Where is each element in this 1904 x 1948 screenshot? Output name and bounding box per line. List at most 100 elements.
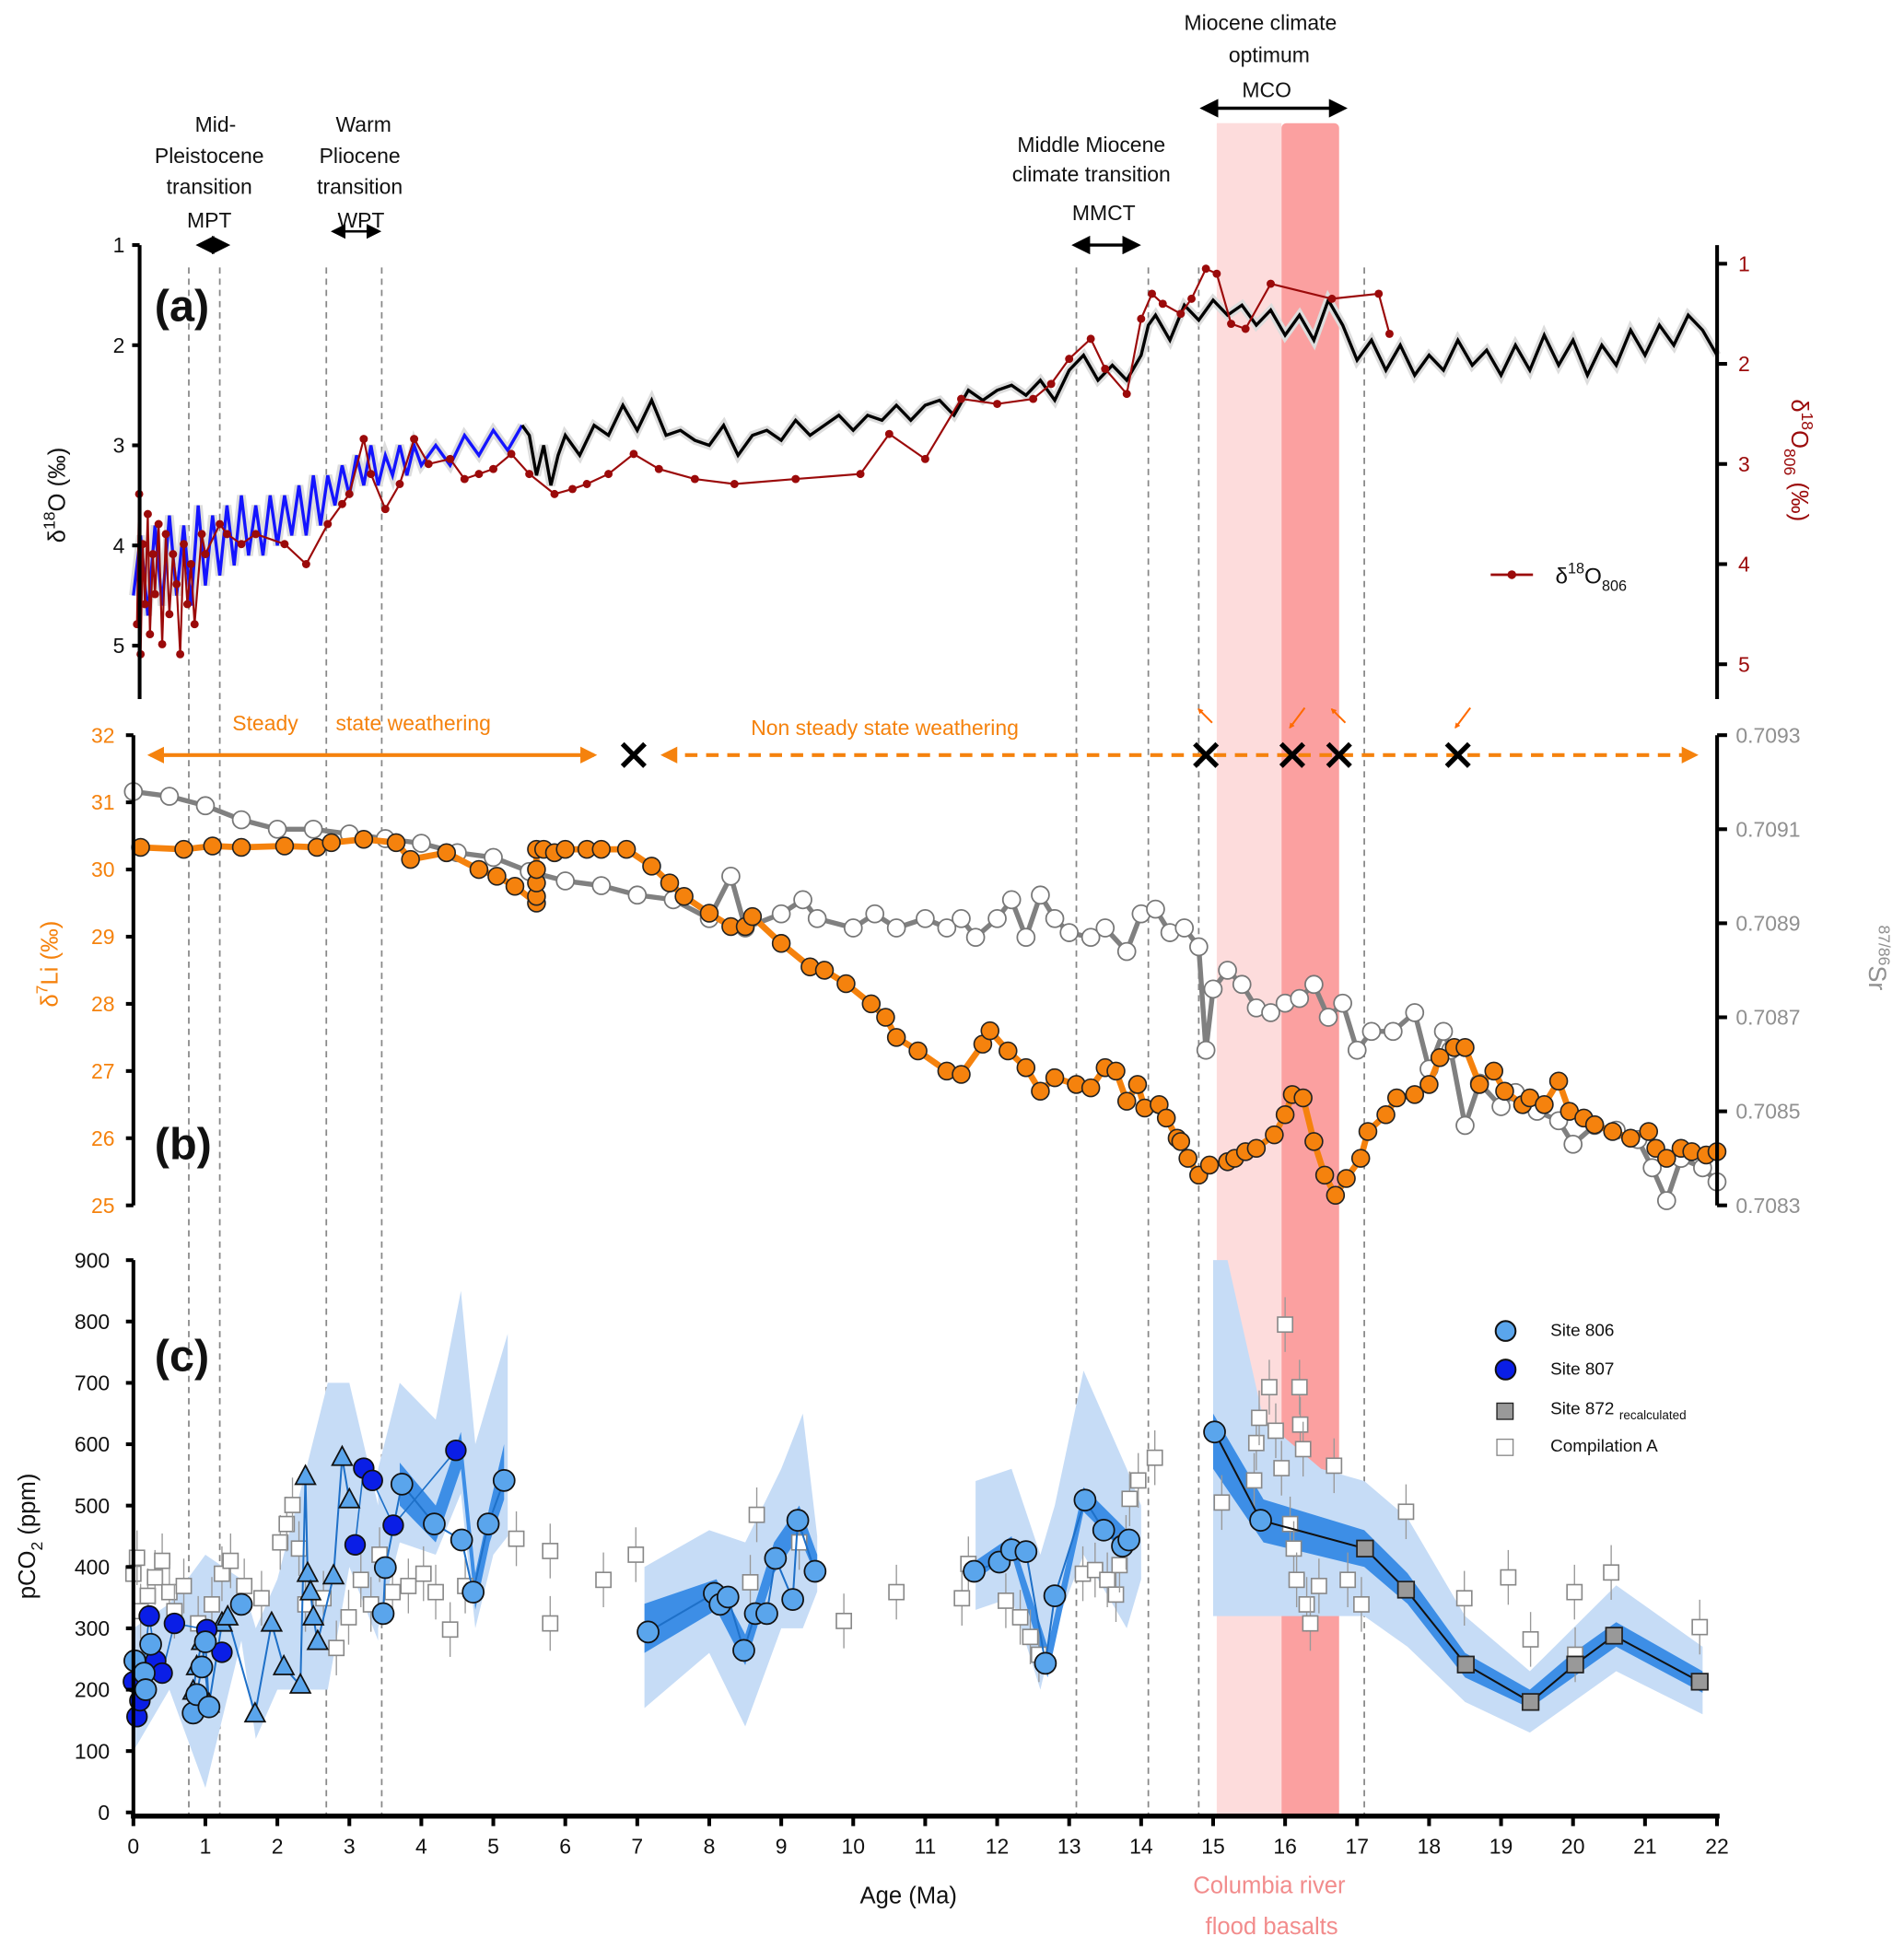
site806-triangle-point bbox=[216, 1604, 239, 1626]
site807-point bbox=[382, 1514, 404, 1536]
site872-point bbox=[1690, 1673, 1709, 1691]
compA-point bbox=[1291, 1416, 1309, 1433]
compA-point bbox=[400, 1578, 417, 1594]
panel-c-left-tick-label: 800 bbox=[75, 1310, 110, 1334]
sr-line bbox=[133, 788, 1719, 1208]
site807-point bbox=[138, 1604, 160, 1627]
compA-point bbox=[352, 1571, 369, 1589]
site806-point bbox=[450, 1528, 473, 1552]
sr-point bbox=[1491, 1097, 1511, 1116]
d18o-806-point bbox=[993, 400, 1002, 408]
benthic-recent-line bbox=[132, 424, 524, 616]
d18o-806-point bbox=[1187, 294, 1196, 303]
site872-point bbox=[1456, 1655, 1475, 1674]
mmct-label-3: MMCT bbox=[1072, 201, 1136, 225]
site806-triangle-point bbox=[298, 1579, 322, 1601]
sr-point bbox=[1045, 908, 1065, 928]
legend-site806-marker bbox=[1494, 1320, 1517, 1342]
li-point bbox=[1639, 1122, 1659, 1141]
panel-b-left-tick-label: 30 bbox=[91, 857, 115, 881]
sr-point bbox=[1016, 927, 1036, 948]
sr-point bbox=[412, 834, 431, 853]
panel-b-right-tick-label: 0.7089 bbox=[1735, 912, 1800, 936]
legend-site807-marker bbox=[1494, 1359, 1517, 1381]
compA-point bbox=[1302, 1615, 1319, 1632]
site806-line bbox=[381, 1480, 506, 1614]
d18o-806-point bbox=[323, 519, 333, 529]
d18o-806-point bbox=[154, 519, 163, 529]
li-point bbox=[1620, 1128, 1641, 1149]
d18o-806-point bbox=[148, 550, 158, 559]
sr-point bbox=[591, 876, 612, 895]
compA-point bbox=[1261, 1379, 1278, 1395]
compA-point bbox=[214, 1565, 230, 1582]
site806-point bbox=[1092, 1518, 1116, 1542]
compA-point bbox=[253, 1590, 270, 1607]
compA-point bbox=[1522, 1630, 1539, 1648]
site806-triangle-point bbox=[296, 1560, 320, 1582]
li-point bbox=[1045, 1067, 1065, 1088]
compA-point bbox=[1288, 1571, 1305, 1589]
pco2-inner-band bbox=[644, 1505, 818, 1665]
d18o-806-point bbox=[957, 394, 965, 403]
compA-point bbox=[328, 1639, 345, 1657]
legend-site807-label: Site 807 bbox=[1550, 1359, 1614, 1379]
li-point bbox=[1016, 1057, 1036, 1078]
d18o-806-point bbox=[380, 505, 390, 514]
sr-point bbox=[1080, 927, 1101, 948]
d18o-806-point bbox=[1327, 294, 1337, 303]
sr-point bbox=[865, 904, 885, 924]
d18o-806-point bbox=[730, 480, 739, 488]
d18o-806-point bbox=[690, 474, 699, 484]
panel-b-right-tick-label: 0.7087 bbox=[1735, 1006, 1800, 1030]
d18o-806-point bbox=[345, 489, 354, 498]
d18o-806-point bbox=[568, 484, 577, 494]
li-point bbox=[1293, 1088, 1313, 1108]
panel-b-left-tick-label: 25 bbox=[91, 1194, 115, 1218]
sr-point bbox=[987, 908, 1007, 928]
pco2-inner-band bbox=[1212, 1413, 1703, 1709]
d18o-806-point bbox=[1374, 289, 1384, 298]
site807-point bbox=[163, 1612, 186, 1635]
li-point bbox=[1495, 1081, 1514, 1101]
columbia-label-1: Columbia river bbox=[1193, 1873, 1346, 1899]
sr-point bbox=[1116, 941, 1137, 962]
li-point bbox=[1455, 1038, 1475, 1057]
legend-compA-marker bbox=[1496, 1438, 1514, 1456]
panel-label-c: (c) bbox=[155, 1331, 209, 1381]
x-tick-label: 22 bbox=[1705, 1834, 1729, 1858]
panel-a-right-tick-label: 3 bbox=[1738, 452, 1750, 476]
d18o-806-point bbox=[460, 474, 469, 484]
site806-point bbox=[786, 1509, 810, 1533]
li-point bbox=[1171, 1132, 1191, 1151]
d18o-806-point bbox=[140, 600, 149, 609]
li-point bbox=[203, 836, 223, 856]
panel-a-left-tick-label: 5 bbox=[113, 634, 125, 658]
d18o-806-point bbox=[1384, 329, 1394, 338]
compA-point bbox=[236, 1578, 253, 1594]
pco2-inner-band bbox=[975, 1487, 1127, 1678]
pco2-inner-band bbox=[399, 1431, 505, 1610]
li-point bbox=[674, 886, 694, 906]
panel-c-left-axis-title: pCO2 (ppm) bbox=[15, 1474, 46, 1600]
legend-site872-label: Site 872 recalculated bbox=[1550, 1400, 1687, 1422]
compA-point bbox=[627, 1546, 645, 1563]
compA-point bbox=[1310, 1578, 1327, 1594]
compA-point bbox=[508, 1530, 525, 1547]
site806-triangle-point bbox=[288, 1672, 312, 1694]
panel-c-left-tick-label: 100 bbox=[75, 1739, 110, 1763]
nonsteady-label: Non steady state weathering bbox=[751, 716, 1019, 740]
li-point bbox=[1657, 1149, 1676, 1168]
d18o-806-point bbox=[1065, 355, 1074, 364]
x-tick-label: 17 bbox=[1346, 1834, 1370, 1858]
mpt-label-1: Mid- bbox=[195, 112, 237, 136]
sr-point bbox=[1174, 918, 1195, 938]
li-point bbox=[836, 974, 856, 994]
compA-point bbox=[748, 1506, 765, 1523]
li-point bbox=[505, 877, 525, 896]
legend-site806-label: Site 806 bbox=[1550, 1322, 1614, 1341]
sr-point bbox=[1563, 1135, 1583, 1154]
steady-label-2: state weathering bbox=[336, 711, 491, 735]
mpt-label-4: MPT bbox=[187, 208, 231, 232]
li-point bbox=[1535, 1095, 1554, 1114]
